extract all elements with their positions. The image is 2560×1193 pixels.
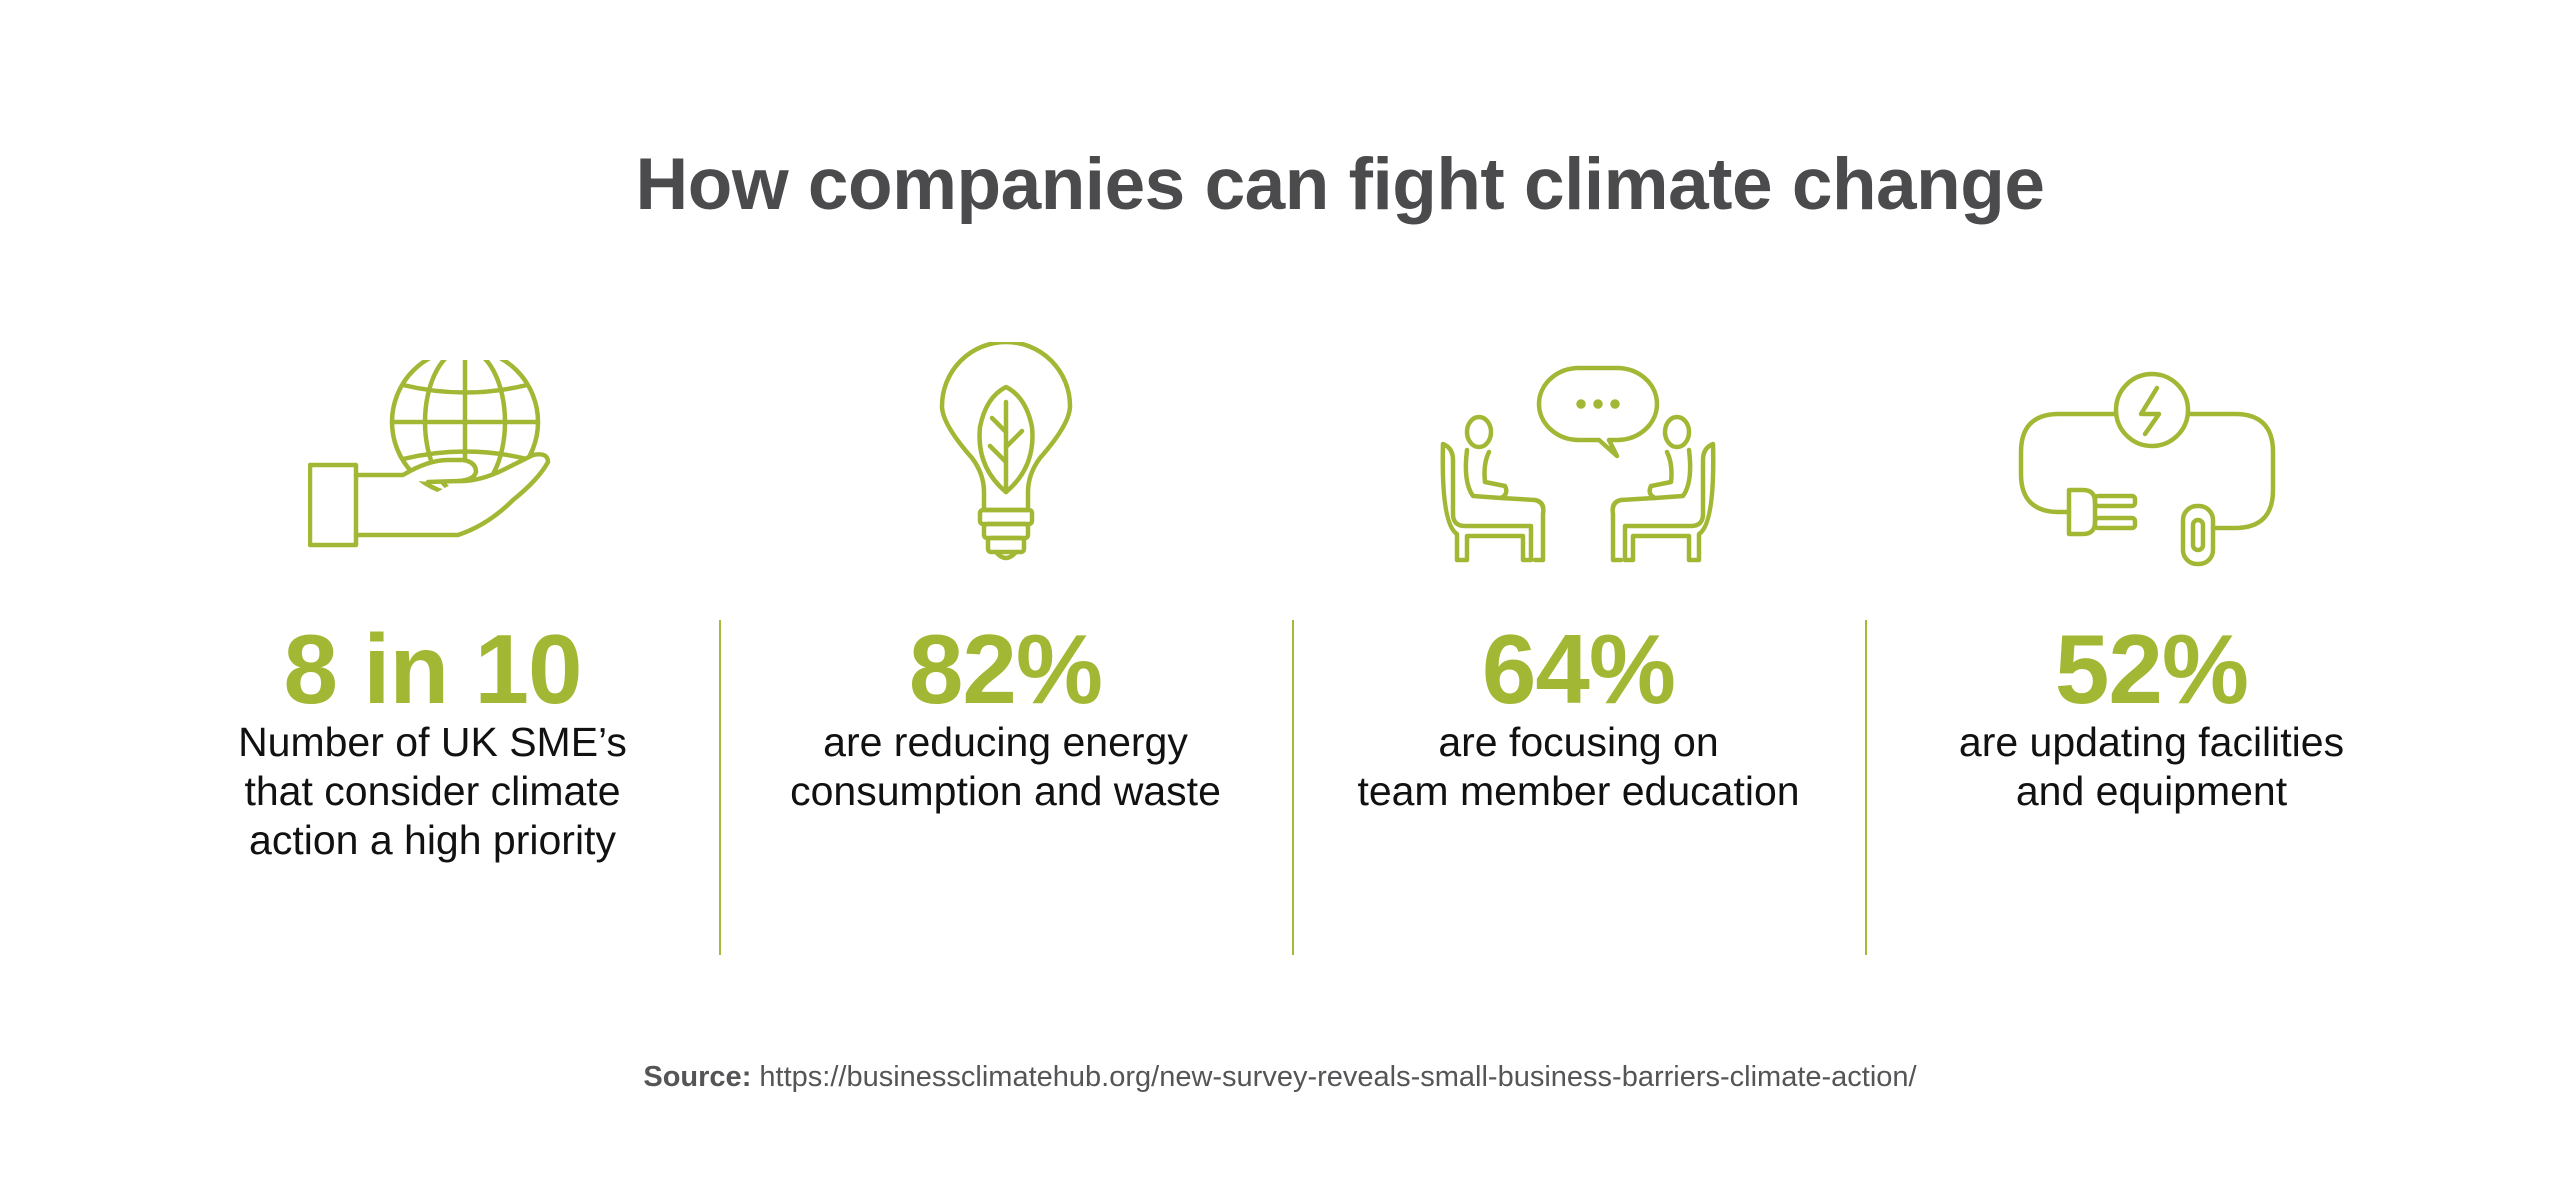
people-conversation-icon [1439, 364, 1719, 564]
source-url[interactable]: https://businessclimatehub.org/new-surve… [759, 1061, 1917, 1093]
stat-value: 82% [908, 614, 1103, 724]
page-title: How companies can fight climate change [635, 144, 2045, 225]
source-citation: Source: https://businessclimatehub.org/n… [0, 1063, 2560, 1092]
stat-card-energy: 82% are reducing energy consumption and … [719, 330, 1292, 980]
stats-row: 8 in 10 Number of UK SME’s that consider… [146, 330, 2438, 980]
stat-description-line: Number of UK SME’s [238, 719, 627, 765]
source-label: Source: [643, 1061, 752, 1093]
stat-card-facilities: 52% are updating facilities and equipmen… [1865, 330, 2438, 980]
stat-description-line: are reducing energy [823, 719, 1188, 765]
stat-description-line: that consider climate [244, 768, 621, 814]
stat-description-line: and equipment [2015, 768, 2288, 814]
stat-value: 64% [1481, 614, 1676, 724]
stat-description: are focusing on team member education [1292, 718, 1865, 816]
stat-description-line: team member education [1357, 768, 1800, 814]
stat-description: are updating facilities and equipment [1865, 718, 2438, 816]
stat-description-line: action a high priority [249, 817, 616, 863]
stat-value: 52% [2054, 614, 2249, 724]
stat-card-sme-priority: 8 in 10 Number of UK SME’s that consider… [146, 330, 719, 980]
stat-card-education: 64% are focusing on team member educatio… [1292, 330, 1865, 980]
hand-holding-globe-icon [307, 360, 558, 560]
lightbulb-leaf-icon [936, 342, 1076, 572]
stat-value: 8 in 10 [283, 614, 582, 724]
stat-description-line: are updating facilities [1958, 719, 2345, 765]
stat-description-line: consumption and waste [790, 768, 1221, 814]
stat-description: are reducing energy consumption and wast… [719, 718, 1292, 816]
power-plug-icon [2017, 370, 2287, 580]
stat-description: Number of UK SME’s that consider climate… [146, 718, 719, 865]
stat-description-line: are focusing on [1438, 719, 1719, 765]
